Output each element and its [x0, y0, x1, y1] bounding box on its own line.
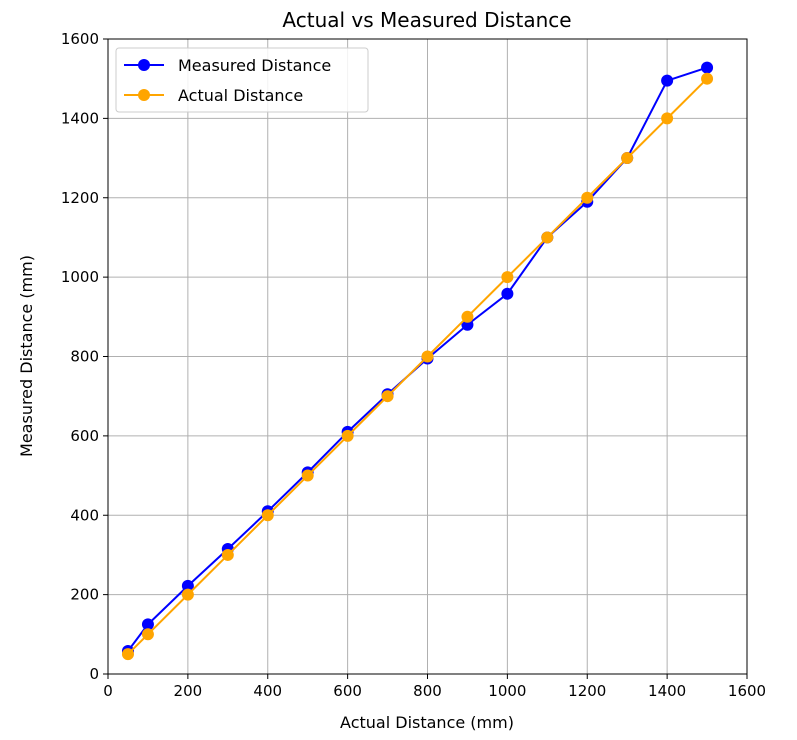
data-point-actual-distance: [501, 271, 514, 284]
x-tick-label: 800: [413, 682, 442, 700]
data-point-actual-distance: [221, 548, 234, 561]
y-tick-label: 1400: [61, 109, 99, 127]
x-tick-label: 400: [253, 682, 282, 700]
y-tick-label: 200: [70, 586, 99, 604]
data-point-actual-distance: [701, 72, 714, 85]
data-point-actual-distance: [121, 648, 134, 661]
data-point-actual-distance: [541, 231, 554, 244]
data-point-actual-distance: [141, 628, 154, 641]
data-point-actual-distance: [621, 152, 634, 165]
legend-marker-actual-distance: [138, 89, 150, 101]
y-tick-label: 0: [89, 665, 99, 683]
x-tick-label: 1400: [648, 682, 686, 700]
data-point-measured-distance: [181, 579, 194, 592]
x-tick-label: 600: [333, 682, 362, 700]
data-point-measured-distance: [661, 74, 674, 87]
y-tick-label: 400: [70, 506, 99, 524]
data-point-actual-distance: [341, 429, 354, 442]
data-point-actual-distance: [421, 350, 434, 363]
y-tick-label: 800: [70, 348, 99, 366]
legend-box: [115, 47, 369, 113]
series-line-actual-distance: [127, 77, 708, 655]
x-tick-label: 1600: [728, 682, 766, 700]
data-point-actual-distance: [661, 112, 674, 125]
data-point-actual-distance: [381, 390, 394, 403]
x-tick-label: 200: [174, 682, 203, 700]
axis-ticks: 0 200 400 600 800 1000 1200 1400 1600 0 200 400 600 8…: [61, 30, 766, 700]
x-tick-label: 0: [103, 682, 113, 700]
data-series: [121, 61, 714, 661]
data-point-measured-distance: [141, 618, 154, 631]
y-tick-label: 1200: [61, 189, 99, 207]
data-point-actual-distance: [461, 310, 474, 323]
legend-marker-measured-distance: [138, 59, 150, 71]
x-tick-label: 1200: [568, 682, 606, 700]
y-tick-label: 1600: [61, 30, 99, 48]
series-line-measured-distance: [127, 66, 708, 652]
data-point-actual-distance: [301, 469, 314, 482]
series-measured-distance: [121, 61, 714, 657]
legend-label-actual-distance: Actual Distance: [178, 86, 303, 105]
y-axis-title: Measured Distance (mm): [17, 255, 36, 457]
x-axis-title: Actual Distance (mm): [340, 713, 514, 732]
legend-label-measured-distance: Measured Distance: [178, 56, 331, 75]
chart-title: Actual vs Measured Distance: [282, 8, 571, 32]
series-actual-distance: [121, 72, 714, 661]
data-point-measured-distance: [501, 287, 514, 300]
data-point-measured-distance: [701, 61, 714, 74]
data-point-actual-distance: [181, 588, 194, 601]
y-tick-label: 600: [70, 427, 99, 445]
data-point-actual-distance: [581, 191, 594, 204]
data-point-actual-distance: [261, 509, 274, 522]
legend: Measured Distance Actual Distance: [115, 47, 369, 113]
x-tick-label: 1000: [488, 682, 526, 700]
y-tick-label: 1000: [61, 268, 99, 286]
